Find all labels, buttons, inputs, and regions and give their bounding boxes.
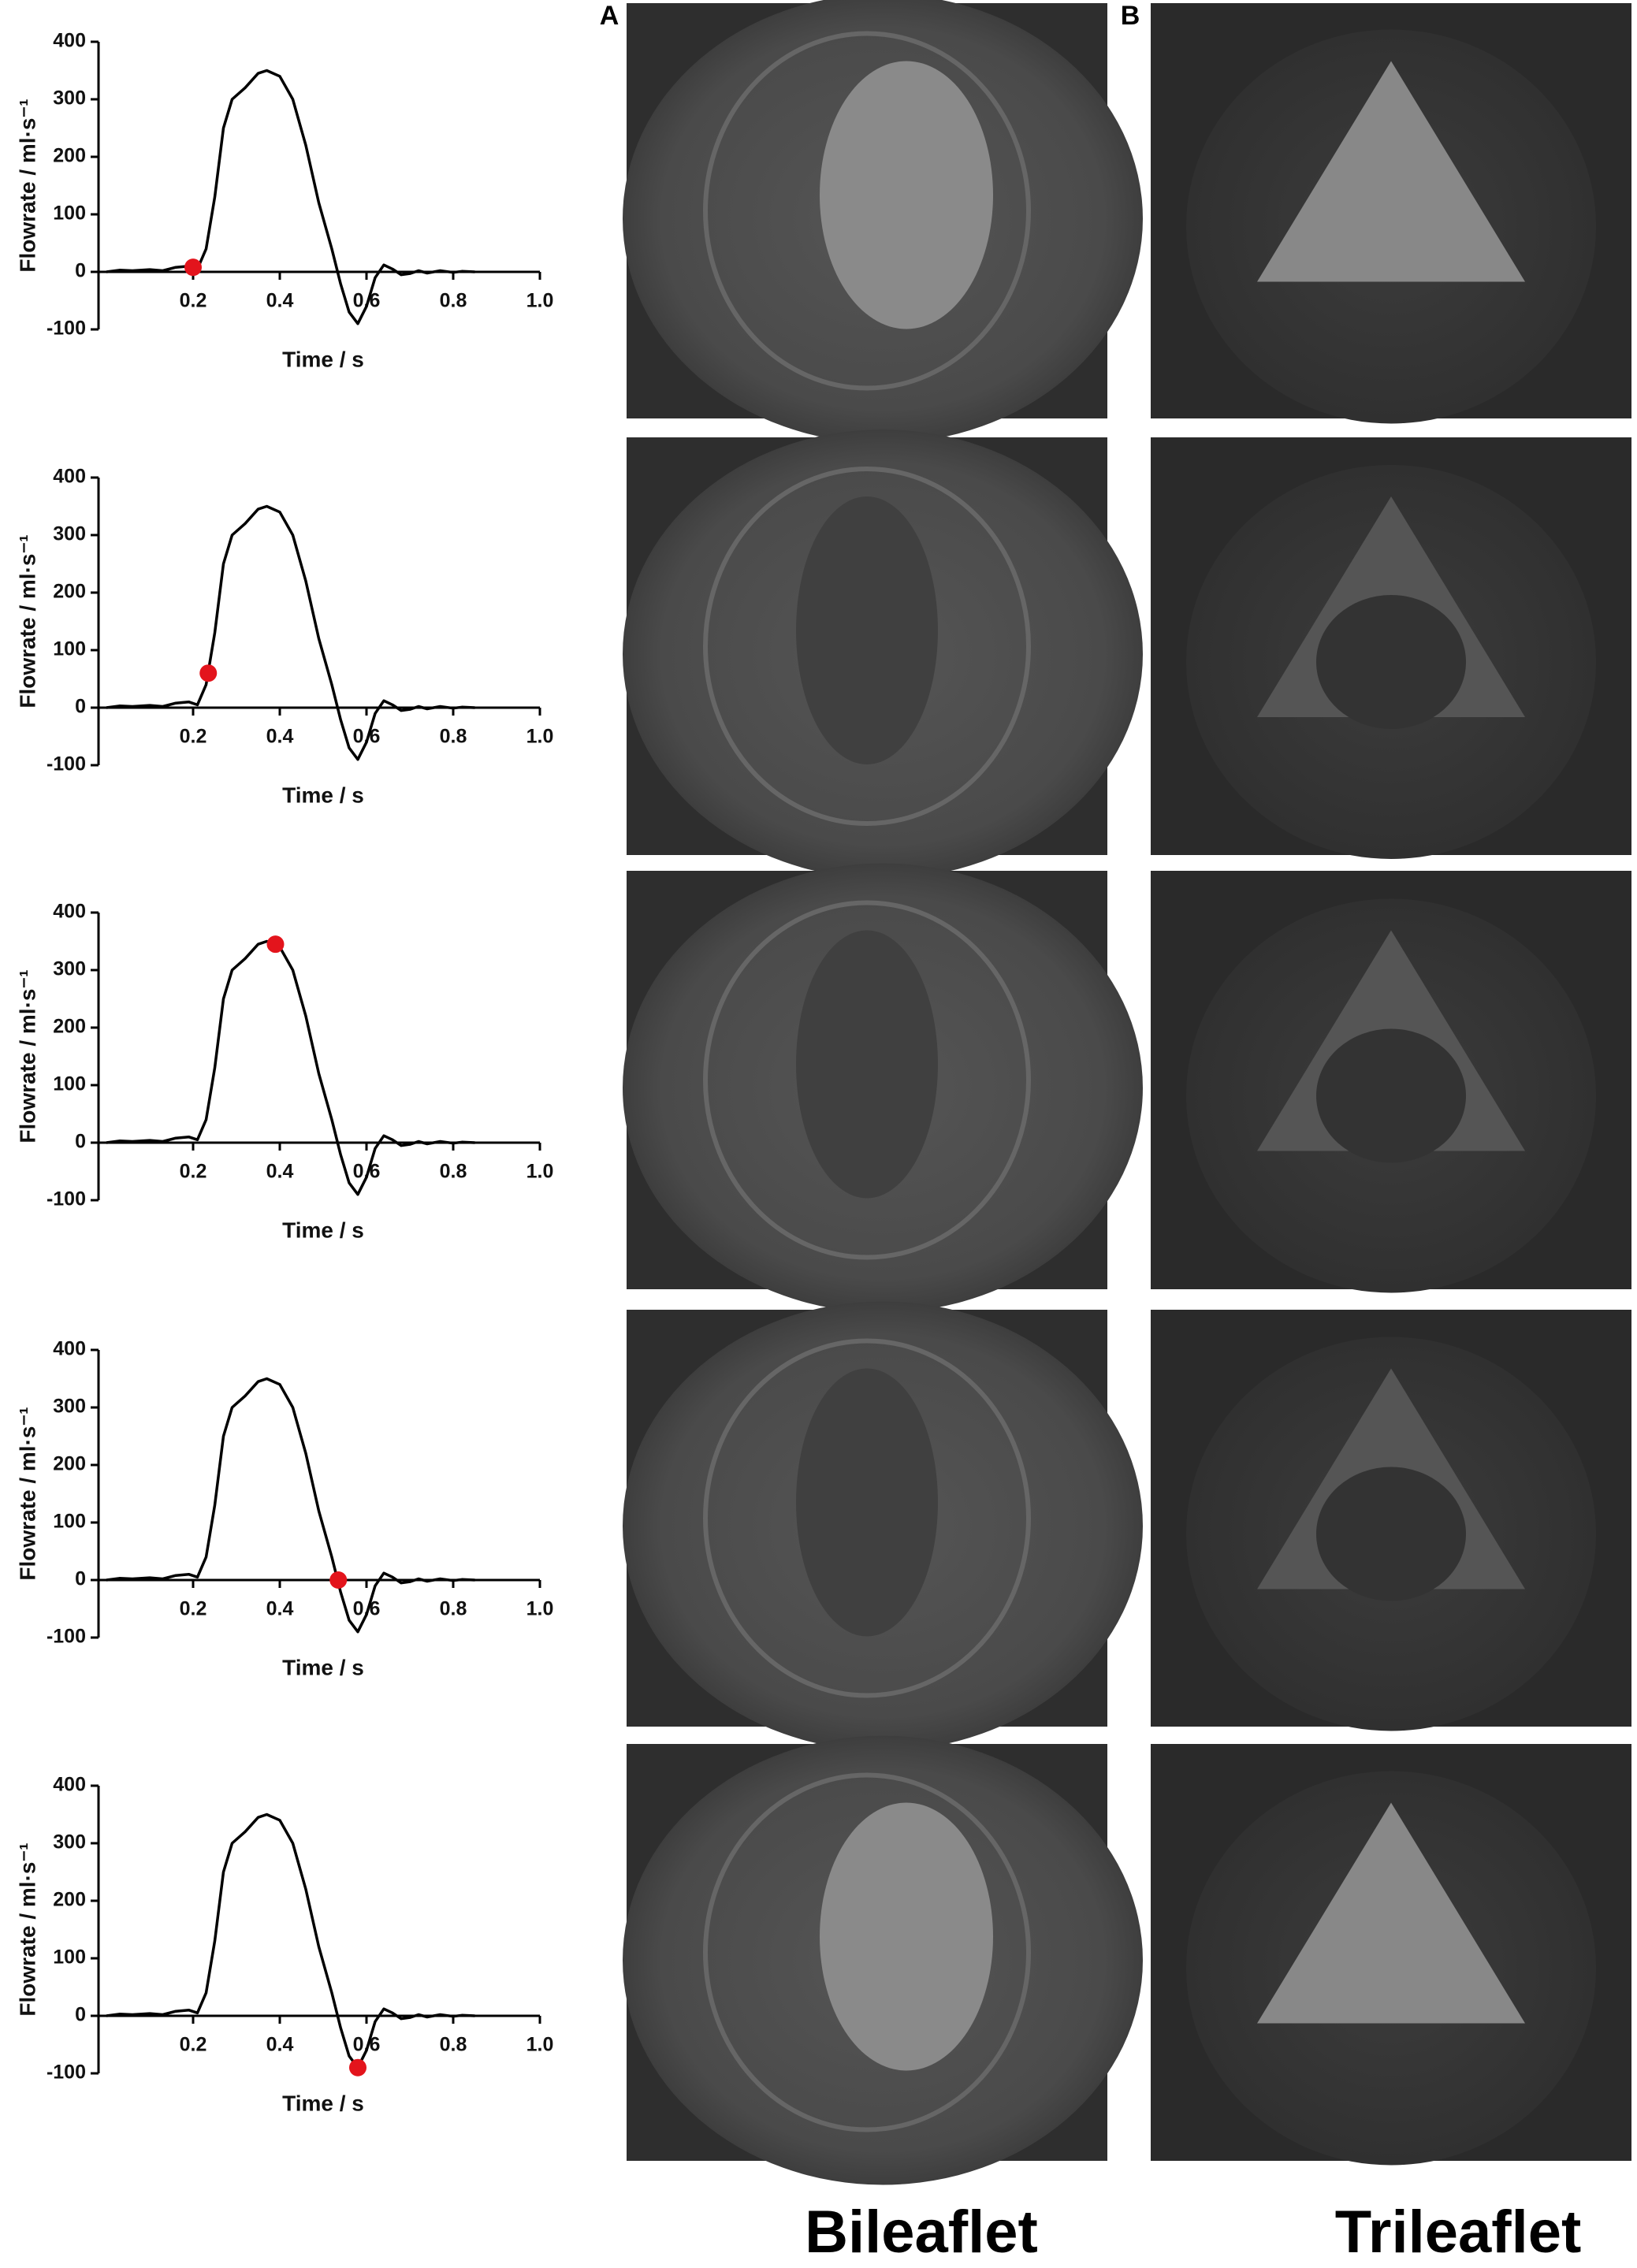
x-tick-label: 0.4 xyxy=(266,1161,294,1183)
y-tick-label: 200 xyxy=(53,1889,86,1911)
y-tick-label: 200 xyxy=(53,581,86,603)
valve-ring xyxy=(703,900,1031,1260)
x-tick-label: 0.8 xyxy=(440,726,467,748)
y-tick-label: 400 xyxy=(53,901,86,923)
flow-line xyxy=(106,1377,475,1634)
x-axis-title: Time / s xyxy=(282,1218,364,1242)
y-axis-title: Flowrate / ml·s⁻¹ xyxy=(15,1407,39,1580)
x-tick-label: 0.2 xyxy=(180,1598,207,1620)
y-tick-label: -100 xyxy=(47,318,86,340)
flow-line xyxy=(106,504,475,761)
x-tick-label: 1.0 xyxy=(526,290,554,312)
y-axis-title: Flowrate / ml·s⁻¹ xyxy=(15,99,39,272)
x-tick-label: 0.4 xyxy=(266,726,294,748)
x-tick-label: 0.2 xyxy=(180,290,207,312)
column-title: Trileaflet xyxy=(1335,2199,1582,2266)
y-tick-label: 300 xyxy=(53,1831,86,1853)
y-axis-title: Flowrate / ml·s⁻¹ xyxy=(15,534,39,708)
y-tick-label: 100 xyxy=(53,1946,86,1969)
y-tick-label: 200 xyxy=(53,1453,86,1475)
x-tick-label: 1.0 xyxy=(526,726,554,748)
x-axis-title: Time / s xyxy=(282,347,364,371)
y-tick-label: 0 xyxy=(75,1568,86,1590)
y-tick-label: 100 xyxy=(53,1073,86,1095)
valve-ring xyxy=(703,1772,1031,2132)
x-axis-title: Time / s xyxy=(282,783,364,807)
y-tick-label: 400 xyxy=(53,1774,86,1796)
x-axis-title: Time / s xyxy=(282,2091,364,2115)
x-tick-label: 0.4 xyxy=(266,290,294,312)
orifice xyxy=(1316,1467,1466,1601)
y-tick-label: 100 xyxy=(53,638,86,660)
leaflet xyxy=(796,1368,938,1637)
y-tick-label: 0 xyxy=(75,260,86,282)
x-tick-label: 1.0 xyxy=(526,1598,554,1620)
column-title: Bileaflet xyxy=(805,2199,1038,2266)
panel-label: A xyxy=(600,1,619,31)
x-tick-label: 0.4 xyxy=(266,2034,294,2056)
leaflet xyxy=(796,496,938,764)
flow-line xyxy=(106,939,475,1196)
leaflet xyxy=(820,61,993,329)
y-tick-label: 200 xyxy=(53,145,86,167)
x-tick-label: 0.2 xyxy=(180,726,207,748)
y-tick-label: 400 xyxy=(53,1338,86,1360)
flow-line xyxy=(106,1813,475,2069)
time-marker xyxy=(184,258,202,277)
y-tick-label: 0 xyxy=(75,1131,86,1153)
leaflet xyxy=(820,1802,993,2071)
x-tick-label: 0.2 xyxy=(180,2034,207,2056)
x-tick-label: 1.0 xyxy=(526,2034,554,2056)
orifice xyxy=(1316,1028,1466,1163)
x-tick-label: 1.0 xyxy=(526,1161,554,1183)
y-tick-label: -100 xyxy=(47,1626,86,1648)
y-tick-label: 300 xyxy=(53,958,86,980)
x-tick-label: 0.8 xyxy=(440,2034,467,2056)
leaflet xyxy=(1257,61,1525,282)
y-tick-label: 300 xyxy=(53,1396,86,1418)
y-tick-label: 100 xyxy=(53,1511,86,1533)
y-tick-label: 400 xyxy=(53,466,86,488)
y-tick-label: 300 xyxy=(53,523,86,545)
y-tick-label: 400 xyxy=(53,30,86,52)
x-tick-label: 0.2 xyxy=(180,1161,207,1183)
panel-label: B xyxy=(1121,1,1140,31)
valve-ring xyxy=(703,31,1031,391)
valve-ring xyxy=(703,467,1031,826)
time-marker xyxy=(199,664,218,682)
time-marker xyxy=(329,1571,348,1589)
time-marker xyxy=(266,935,285,954)
x-axis-title: Time / s xyxy=(282,1655,364,1679)
leaflet xyxy=(1257,1802,1525,2024)
time-marker xyxy=(349,2058,366,2077)
y-tick-label: 0 xyxy=(75,2004,86,2026)
x-tick-label: 0.8 xyxy=(440,290,467,312)
y-tick-label: -100 xyxy=(47,753,86,775)
orifice xyxy=(1316,595,1466,729)
y-tick-label: 200 xyxy=(53,1016,86,1038)
y-tick-label: -100 xyxy=(47,2062,86,2084)
valve-ring xyxy=(703,1338,1031,1698)
leaflet xyxy=(796,930,938,1199)
x-tick-label: 0.8 xyxy=(440,1598,467,1620)
x-tick-label: 0.4 xyxy=(266,1598,294,1620)
y-tick-label: -100 xyxy=(47,1188,86,1210)
x-tick-label: 0.8 xyxy=(440,1161,467,1183)
flow-line xyxy=(106,69,475,325)
y-tick-label: 0 xyxy=(75,696,86,718)
y-tick-label: 300 xyxy=(53,87,86,110)
y-axis-title: Flowrate / ml·s⁻¹ xyxy=(15,1842,39,2016)
y-axis-title: Flowrate / ml·s⁻¹ xyxy=(15,969,39,1143)
y-tick-label: 100 xyxy=(53,203,86,225)
